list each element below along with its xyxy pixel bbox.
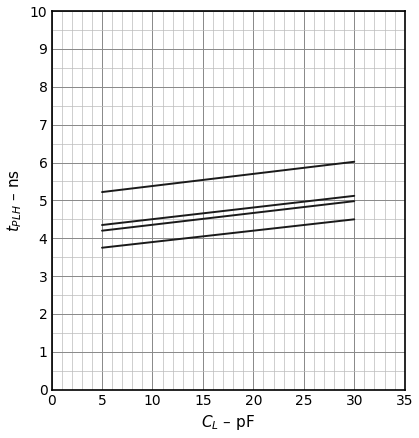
X-axis label: $C_L$ – pF: $C_L$ – pF: [201, 413, 255, 432]
Y-axis label: $t_{PLH}$ – ns: $t_{PLH}$ – ns: [5, 169, 24, 232]
